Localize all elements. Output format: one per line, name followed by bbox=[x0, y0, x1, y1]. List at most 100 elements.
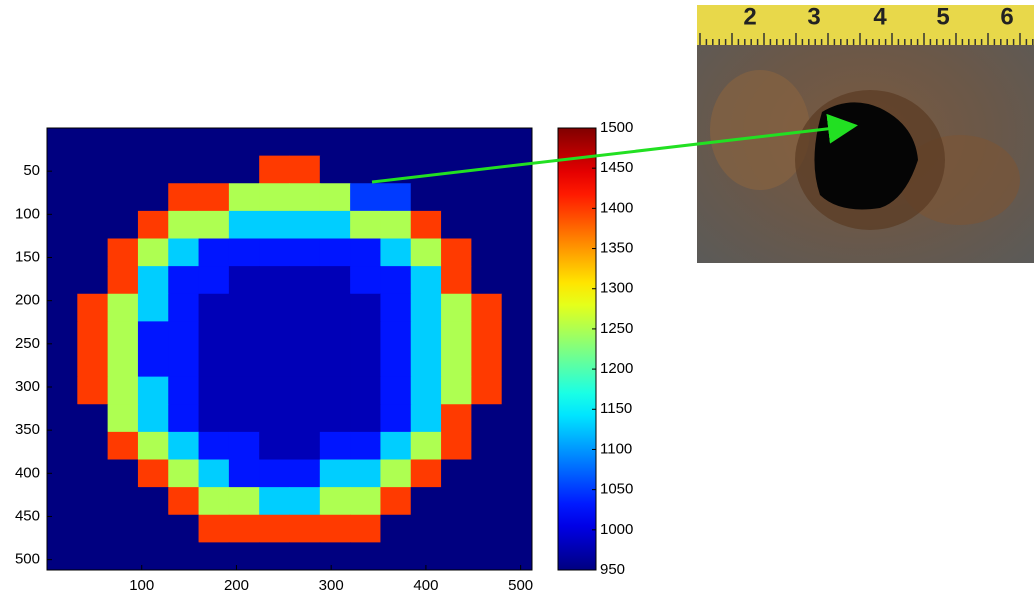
heat-cell bbox=[168, 293, 200, 322]
heat-cell bbox=[259, 404, 290, 433]
heat-cell bbox=[471, 514, 503, 543]
x-tick-label: 400 bbox=[413, 577, 438, 594]
heat-cell bbox=[228, 128, 260, 157]
heat-cell bbox=[77, 487, 109, 516]
heat-cell bbox=[380, 349, 412, 378]
heat-cell bbox=[319, 321, 351, 350]
heat-cell bbox=[471, 431, 503, 460]
heat-cell bbox=[77, 431, 109, 460]
heat-cell bbox=[471, 349, 503, 378]
heat-cell bbox=[137, 293, 169, 322]
heat-cell bbox=[410, 266, 442, 295]
heat-cell bbox=[47, 514, 78, 543]
heat-cell bbox=[501, 459, 533, 488]
ruler-label: 3 bbox=[807, 3, 820, 30]
heat-cell bbox=[47, 210, 78, 239]
heat-cell bbox=[501, 183, 533, 212]
heat-cell bbox=[77, 349, 109, 378]
y-tick-label: 400 bbox=[15, 464, 40, 481]
heat-cell bbox=[410, 514, 442, 543]
heat-cell bbox=[289, 376, 321, 405]
heat-cell bbox=[107, 542, 139, 571]
y-tick-label: 150 bbox=[15, 248, 40, 265]
colorbar bbox=[557, 127, 597, 571]
heat-cell bbox=[380, 487, 412, 516]
heat-cell bbox=[198, 321, 230, 350]
heat-cell bbox=[168, 542, 200, 571]
heat-cell bbox=[47, 155, 78, 184]
heat-cell bbox=[168, 266, 200, 295]
heat-cell bbox=[47, 459, 78, 488]
heat-cell bbox=[228, 155, 260, 184]
heat-cell bbox=[107, 183, 139, 212]
heat-cell bbox=[198, 183, 230, 212]
y-tick-label: 450 bbox=[15, 507, 40, 524]
ruler-label: 5 bbox=[936, 3, 949, 30]
heat-cell bbox=[471, 321, 503, 350]
heatmap bbox=[47, 128, 533, 571]
heat-cell bbox=[107, 459, 139, 488]
heat-cell bbox=[289, 183, 321, 212]
heat-cell bbox=[168, 128, 200, 157]
heat-cell bbox=[198, 404, 230, 433]
heat-cell bbox=[380, 210, 412, 239]
heat-cell bbox=[441, 376, 472, 405]
y-tick-label: 300 bbox=[15, 378, 40, 395]
heat-cell bbox=[410, 431, 442, 460]
heat-cell bbox=[198, 293, 230, 322]
heat-cell bbox=[350, 155, 381, 184]
heat-cell bbox=[137, 266, 169, 295]
heat-cell bbox=[410, 376, 442, 405]
heat-cell bbox=[319, 128, 351, 157]
heat-cell bbox=[137, 487, 169, 516]
heat-cell bbox=[471, 404, 503, 433]
plot-frame bbox=[46, 127, 533, 571]
heat-cell bbox=[501, 376, 533, 405]
heat-cell bbox=[289, 210, 321, 239]
heat-cell bbox=[198, 128, 230, 157]
heat-cell bbox=[77, 128, 109, 157]
heat-cell bbox=[137, 128, 169, 157]
heat-cell bbox=[168, 376, 200, 405]
heat-cell bbox=[410, 349, 442, 378]
heat-cell bbox=[289, 238, 321, 267]
heat-cell bbox=[198, 542, 230, 571]
heat-cell bbox=[350, 514, 381, 543]
heat-cell bbox=[259, 321, 290, 350]
rust-patch bbox=[710, 70, 810, 190]
heat-cell bbox=[380, 266, 412, 295]
heat-cell bbox=[380, 376, 412, 405]
heat-cell bbox=[259, 376, 290, 405]
heat-cell bbox=[77, 459, 109, 488]
heat-cell bbox=[319, 238, 351, 267]
heat-cell bbox=[410, 321, 442, 350]
heat-cell bbox=[259, 266, 290, 295]
heat-cell bbox=[168, 183, 200, 212]
heat-cell bbox=[350, 349, 381, 378]
heat-cell bbox=[107, 238, 139, 267]
heat-cell bbox=[441, 431, 472, 460]
x-tick-label: 100 bbox=[129, 577, 154, 594]
heat-cell bbox=[501, 293, 533, 322]
heat-cell bbox=[350, 128, 381, 157]
heat-cell bbox=[168, 238, 200, 267]
heat-cell bbox=[350, 376, 381, 405]
heat-cell bbox=[77, 321, 109, 350]
heat-cell bbox=[77, 514, 109, 543]
heat-cell bbox=[198, 514, 230, 543]
heat-cell bbox=[228, 266, 260, 295]
heat-cell bbox=[168, 349, 200, 378]
heat-cell bbox=[319, 514, 351, 543]
heat-cell bbox=[410, 155, 442, 184]
heat-cell bbox=[259, 210, 290, 239]
heat-cell bbox=[441, 128, 472, 157]
heat-cell bbox=[198, 349, 230, 378]
heat-cell bbox=[471, 487, 503, 516]
heat-cell bbox=[198, 210, 230, 239]
heat-cell bbox=[350, 210, 381, 239]
y-tick-label: 500 bbox=[15, 551, 40, 568]
heat-cell bbox=[77, 404, 109, 433]
ruler: 2 3 4 5 6 bbox=[697, 3, 1034, 45]
heat-cell bbox=[380, 238, 412, 267]
heat-cell bbox=[137, 376, 169, 405]
